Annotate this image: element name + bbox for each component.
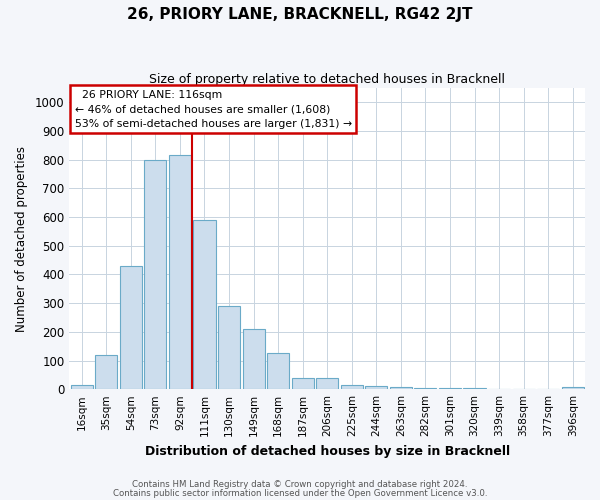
Bar bbox=[341, 385, 363, 389]
Title: Size of property relative to detached houses in Bracknell: Size of property relative to detached ho… bbox=[149, 72, 505, 86]
Bar bbox=[439, 388, 461, 389]
Bar bbox=[390, 387, 412, 389]
Y-axis label: Number of detached properties: Number of detached properties bbox=[15, 146, 28, 332]
Bar bbox=[120, 266, 142, 389]
Text: 26, PRIORY LANE, BRACKNELL, RG42 2JT: 26, PRIORY LANE, BRACKNELL, RG42 2JT bbox=[127, 8, 473, 22]
Bar bbox=[95, 355, 118, 389]
Bar bbox=[292, 378, 314, 389]
X-axis label: Distribution of detached houses by size in Bracknell: Distribution of detached houses by size … bbox=[145, 444, 510, 458]
Bar bbox=[463, 388, 485, 389]
Text: Contains HM Land Registry data © Crown copyright and database right 2024.: Contains HM Land Registry data © Crown c… bbox=[132, 480, 468, 489]
Bar bbox=[365, 386, 388, 389]
Bar bbox=[512, 388, 535, 389]
Bar bbox=[562, 387, 584, 389]
Text: Contains public sector information licensed under the Open Government Licence v3: Contains public sector information licen… bbox=[113, 488, 487, 498]
Bar bbox=[316, 378, 338, 389]
Bar bbox=[488, 388, 510, 389]
Bar bbox=[169, 156, 191, 389]
Bar bbox=[218, 306, 240, 389]
Bar bbox=[415, 388, 436, 389]
Bar bbox=[267, 354, 289, 389]
Bar bbox=[193, 220, 215, 389]
Bar bbox=[242, 329, 265, 389]
Bar bbox=[71, 385, 93, 389]
Bar bbox=[145, 160, 166, 389]
Text: 26 PRIORY LANE: 116sqm
← 46% of detached houses are smaller (1,608)
53% of semi-: 26 PRIORY LANE: 116sqm ← 46% of detached… bbox=[74, 90, 352, 129]
